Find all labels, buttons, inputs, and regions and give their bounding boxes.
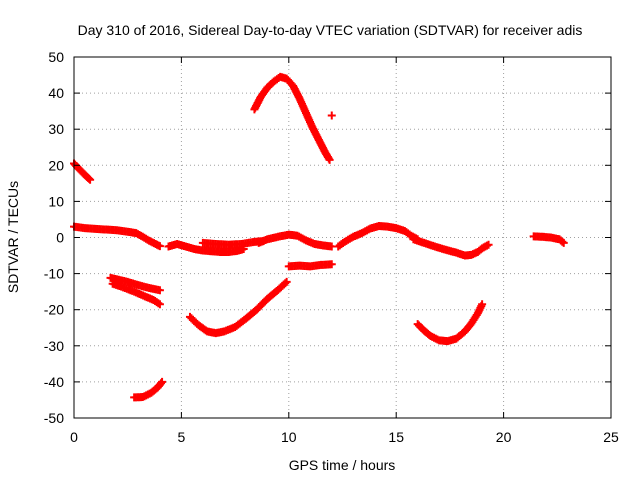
y-tick-label: 30 <box>48 121 64 137</box>
series-arc-01 <box>70 159 95 184</box>
series-arc-05 <box>130 377 167 402</box>
series-arc-16 <box>529 232 568 247</box>
y-tick-label: -10 <box>44 266 64 282</box>
data-points <box>70 72 568 402</box>
y-tick-label: 10 <box>48 193 64 209</box>
y-tick-label: 40 <box>48 85 64 101</box>
data-point <box>559 238 568 247</box>
x-tick-label: 20 <box>496 429 512 445</box>
data-point <box>282 277 291 286</box>
data-point <box>154 299 163 308</box>
x-tick-label: 5 <box>178 429 186 445</box>
series-arc-04 <box>108 279 164 309</box>
x-tick-label: 25 <box>603 429 619 445</box>
data-point <box>86 175 95 184</box>
data-point <box>325 155 334 164</box>
x-tick-label: 15 <box>388 429 404 445</box>
y-tick-label: 50 <box>48 49 64 65</box>
axis-ticks: 0 5 10 15 20 25 -50 -40 -30 -20 -10 0 10 20 30 40 50 <box>44 49 619 445</box>
y-tick-label: 0 <box>56 230 64 246</box>
series-arc-06 <box>164 239 248 256</box>
data-point <box>558 237 567 246</box>
y-tick-label: -20 <box>44 302 64 318</box>
series-arc-11 <box>254 230 336 251</box>
grid-lines <box>74 57 611 418</box>
x-axis-label: GPS time / hours <box>289 457 396 473</box>
series-arc-08 <box>185 277 291 338</box>
x-tick-label: 10 <box>281 429 297 445</box>
y-axis-label: SDTVAR / TECUs <box>5 181 21 293</box>
series-arc-10 <box>327 111 336 120</box>
series-arc-09 <box>250 72 334 164</box>
data-point <box>478 300 487 309</box>
series-arc-12 <box>284 260 336 271</box>
series-arc-07 <box>198 237 268 249</box>
data-point <box>155 286 164 295</box>
data-point <box>156 379 165 388</box>
data-point <box>281 279 290 288</box>
data-point <box>327 260 336 269</box>
y-tick-label: 20 <box>48 157 64 173</box>
y-tick-label: -30 <box>44 338 64 354</box>
y-tick-label: -50 <box>44 410 64 426</box>
x-tick-label: 0 <box>70 429 78 445</box>
data-point <box>155 300 164 309</box>
chart-title: Day 310 of 2016, Sidereal Day-to-day VTE… <box>78 22 583 38</box>
series-arc-13 <box>334 221 422 251</box>
series-arc-15 <box>413 300 487 346</box>
y-tick-label: -40 <box>44 374 64 390</box>
data-point <box>327 111 336 120</box>
data-point <box>155 242 164 251</box>
series-arc-03 <box>106 273 164 295</box>
data-point <box>484 240 493 249</box>
series-arc-14 <box>409 235 493 260</box>
series-arc-02 <box>70 222 164 251</box>
data-point <box>158 377 167 386</box>
